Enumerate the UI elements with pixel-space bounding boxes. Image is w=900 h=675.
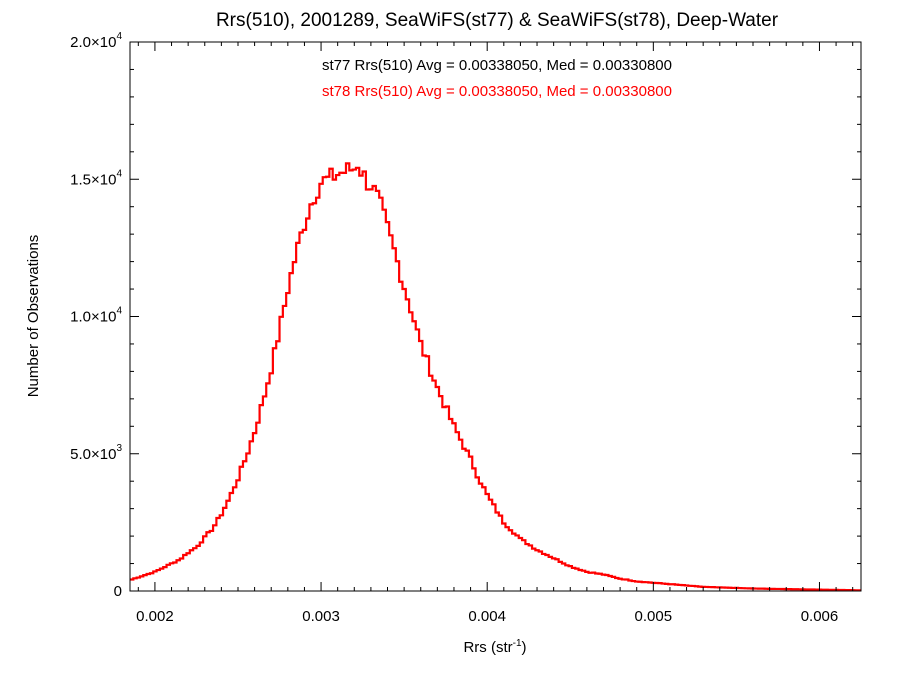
y-tick-label: 5.0×103 (70, 443, 122, 463)
y-axis: 0 5.0×103 1.0×104 1.5×104 2.0×104 (70, 31, 861, 600)
series-step-line (130, 162, 861, 591)
x-tick-label: 0.002 (136, 608, 174, 625)
y-tick-label: 1.5×104 (70, 168, 122, 188)
x-tick-label: 0.005 (635, 608, 673, 625)
annotation-st78: st78 Rrs(510) Avg = 0.00338050, Med = 0.… (322, 83, 672, 100)
y-tick-label: 1.0×104 (70, 306, 122, 326)
y-tick-label: 0 (114, 583, 122, 600)
plot-area (130, 162, 861, 591)
x-tick-label: 0.003 (302, 608, 340, 625)
chart-title: Rrs(510), 2001289, SeaWiFS(st77) & SeaWi… (216, 10, 779, 31)
annotation-st77: st77 Rrs(510) Avg = 0.00338050, Med = 0.… (322, 57, 672, 74)
y-tick-label: 2.0×104 (70, 31, 122, 51)
x-axis-label: Rrs (str-1) (463, 638, 526, 656)
x-tick-label: 0.006 (801, 608, 839, 625)
y-axis-label: Number of Observations (25, 235, 42, 398)
x-tick-label: 0.004 (468, 608, 506, 625)
x-axis: 0.002 0.003 0.004 0.005 0.006 (136, 42, 854, 625)
